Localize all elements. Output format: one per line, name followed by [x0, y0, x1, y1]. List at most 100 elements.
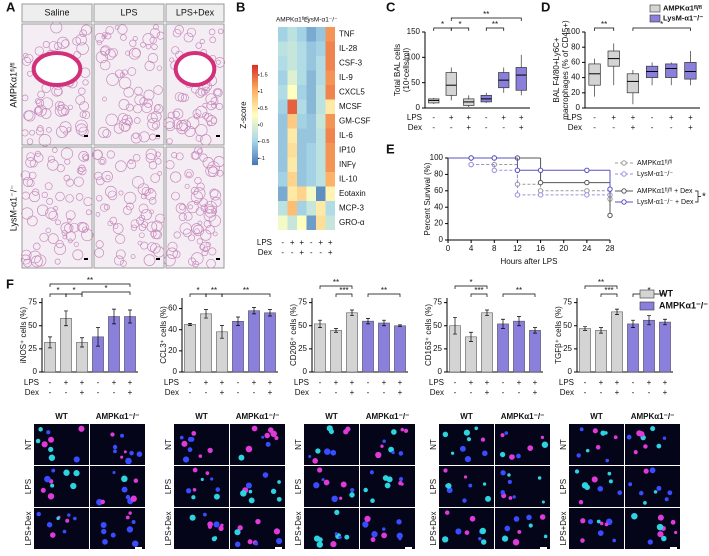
heat-cell [278, 157, 288, 172]
cell [649, 467, 656, 474]
alveolus [216, 169, 224, 177]
bar [627, 323, 639, 373]
cell [100, 499, 106, 505]
colorbar-cell [252, 128, 258, 132]
colorbar-cell [252, 74, 258, 78]
alveolus [73, 241, 79, 247]
panel-label: F [6, 276, 14, 291]
cell [512, 538, 520, 546]
significance-label: *** [339, 286, 348, 295]
row-label: TNF [339, 29, 355, 38]
alveolus [29, 129, 35, 136]
column-group: AMPKα1ᶠˡ/ᶠˡ [276, 17, 309, 24]
alveolus [20, 170, 31, 181]
heat-cell [306, 215, 316, 230]
treatment-sign: - [651, 113, 654, 122]
significance-bracket [502, 293, 536, 297]
cell [56, 516, 60, 521]
cell [370, 537, 376, 543]
cell [51, 468, 56, 473]
micrograph [495, 508, 550, 549]
alveolus [172, 110, 180, 119]
treatment-sign: - [205, 388, 208, 397]
micrograph-header: WT [325, 412, 338, 421]
cell [262, 472, 269, 478]
alveolus [184, 183, 190, 189]
heat-cell [306, 70, 316, 85]
colorbar-cell [252, 82, 258, 86]
alveolus [37, 204, 49, 216]
alveolus [41, 191, 48, 199]
alveolus [215, 59, 221, 65]
alveolus [211, 102, 217, 109]
alveolus [78, 87, 86, 96]
significance-label: *** [604, 286, 613, 295]
significance-label: * [441, 20, 444, 29]
box [428, 98, 440, 104]
error-bar [615, 308, 619, 315]
legend-marker [621, 199, 627, 205]
error-bar [188, 323, 192, 326]
alveolus [36, 125, 44, 132]
legend-label: WT [659, 288, 673, 298]
cell [463, 475, 468, 479]
alveolus [213, 156, 225, 168]
cell [638, 431, 645, 438]
treatment-label: Dex [568, 123, 582, 132]
treatment-sign: + [299, 248, 304, 257]
cell [343, 429, 349, 435]
legend-label: AMPKα1ᶠˡ/ᶠˡ [637, 160, 672, 167]
alveolus [48, 210, 59, 221]
x-tick-label: 28 [606, 244, 615, 253]
alveolus [82, 110, 91, 119]
y-tick-label: 0 [173, 367, 178, 376]
alveolus [103, 204, 111, 211]
treatment-sign: - [49, 378, 52, 387]
error-bar [631, 319, 635, 328]
treatment-sign: + [615, 388, 620, 397]
cell [499, 451, 506, 458]
error-bar [204, 309, 208, 319]
treatment-label: Dex [430, 388, 444, 397]
y-tick-label: 75 [298, 298, 307, 307]
significance-bracket [632, 27, 691, 31]
alveolus [37, 90, 45, 99]
heat-cell [297, 85, 307, 100]
bar [232, 321, 244, 373]
colorbar-cell [252, 154, 258, 158]
cell [338, 535, 342, 540]
alveolus [99, 59, 111, 71]
alveolus [183, 211, 193, 221]
alveolus [38, 134, 52, 147]
cell [617, 490, 623, 496]
cell [330, 449, 337, 456]
colorbar-cell [252, 84, 258, 88]
alveolus [122, 206, 132, 215]
bar [513, 320, 525, 373]
significance-bracket [81, 291, 131, 295]
survival-point [514, 167, 521, 174]
alveolus [172, 28, 182, 38]
cell [657, 514, 664, 521]
cell [70, 482, 77, 490]
heat-cell [306, 143, 316, 158]
alveolus [167, 111, 175, 119]
legend-swatch [649, 4, 661, 13]
heat-cell [287, 41, 297, 56]
alveolus [44, 182, 53, 191]
cell [369, 470, 374, 475]
survival-point [607, 212, 613, 219]
colorbar-cell [252, 90, 258, 94]
y-tick-label: 100 [430, 153, 444, 162]
colorbar-cell [252, 160, 258, 164]
cell [49, 532, 56, 538]
cell [631, 512, 638, 520]
colorbar-cell [252, 76, 258, 80]
alveolus [205, 93, 217, 105]
significance-bracket [450, 27, 470, 31]
alveolus [78, 126, 89, 137]
heat-cell [287, 114, 297, 129]
error-bar [236, 316, 240, 326]
cell [381, 532, 387, 539]
heat-cell [325, 157, 335, 172]
